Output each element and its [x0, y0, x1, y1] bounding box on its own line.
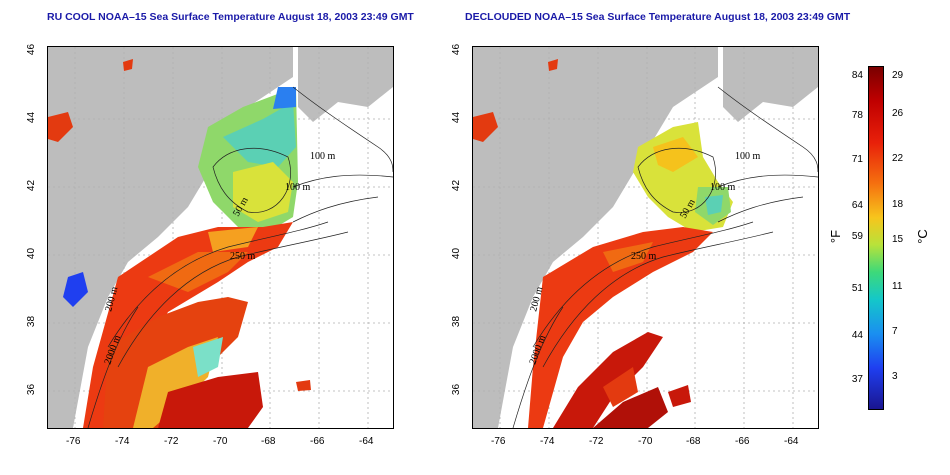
- y-tick-label: 42: [26, 179, 38, 192]
- y-tick-label: 46: [451, 43, 463, 56]
- y-tick-label: 36: [451, 383, 463, 396]
- y-tick-label: 44: [451, 111, 463, 124]
- bathymetry-contours: [87, 86, 393, 428]
- land-mass: [473, 47, 718, 428]
- x-tick-label: -74: [115, 436, 130, 447]
- y-tick-label: 46: [26, 43, 38, 56]
- contour-label: 250 m: [631, 251, 657, 262]
- x-tick-label: -76: [66, 436, 81, 447]
- left-sst-map: 100 m 100 m 50 m 250 m 200 m 2000 m: [47, 46, 394, 429]
- left-map-title: RU COOL NOAA–15 Sea Surface Temperature …: [47, 11, 414, 23]
- colorbar-f-tick: 64: [851, 200, 863, 211]
- x-tick-label: -74: [540, 436, 555, 447]
- right-sst-map: 100 m 100 m 50 m 250 m 200 m 2000 m: [472, 46, 819, 429]
- colorbar-f-tick: 78: [851, 110, 863, 121]
- y-tick-label: 38: [26, 315, 38, 328]
- contour-label: 100 m: [285, 182, 311, 193]
- sst-warm-shelf: [528, 227, 713, 428]
- y-tick-label: 40: [451, 247, 463, 260]
- x-tick-label: -64: [784, 436, 799, 447]
- contour-label: 100 m: [310, 151, 336, 162]
- colorbar-c-tick: 18: [892, 199, 904, 210]
- colorbar-c-tick: 29: [892, 70, 904, 81]
- colorbar-c-tick: 15: [892, 234, 904, 245]
- colorbar-c-tick: 22: [892, 153, 904, 164]
- contour-label: 250 m: [230, 251, 256, 262]
- bathymetry-contours: [512, 86, 818, 428]
- land-mass: [48, 47, 293, 428]
- colorbar-c-tick: 26: [892, 108, 904, 119]
- colorbar-f-tick: 59: [851, 231, 863, 242]
- colorbar-f-tick: 37: [851, 374, 863, 385]
- colorbar-f-tick: 84: [851, 70, 863, 81]
- fahrenheit-unit-label: °F: [828, 229, 844, 244]
- x-tick-label: -64: [359, 436, 374, 447]
- right-map-title: DECLOUDED NOAA–15 Sea Surface Temperatur…: [465, 11, 851, 23]
- colorbar-c-tick: 3: [892, 371, 898, 382]
- temperature-colorbar: [868, 66, 884, 410]
- x-tick-label: -66: [310, 436, 325, 447]
- colorbar-f-tick: 44: [851, 330, 863, 341]
- sst-gulf-stream: [553, 332, 663, 428]
- colorbar-f-tick: 71: [851, 154, 863, 165]
- y-tick-label: 40: [26, 247, 38, 260]
- y-tick-label: 44: [26, 111, 38, 124]
- celsius-unit-label: °C: [914, 229, 930, 244]
- x-tick-label: -72: [164, 436, 179, 447]
- land-mass-nova-scotia: [723, 47, 818, 122]
- left-map-canvas: 100 m 100 m 50 m 250 m 200 m 2000 m: [48, 47, 393, 428]
- x-tick-label: -68: [261, 436, 276, 447]
- x-tick-label: -72: [589, 436, 604, 447]
- y-tick-label: 38: [451, 315, 463, 328]
- x-tick-label: -70: [638, 436, 653, 447]
- land-mass-nova-scotia: [298, 47, 393, 122]
- x-tick-label: -66: [735, 436, 750, 447]
- contour-label: 100 m: [735, 151, 761, 162]
- x-tick-label: -70: [213, 436, 228, 447]
- y-tick-label: 42: [451, 179, 463, 192]
- colorbar-c-tick: 11: [892, 281, 903, 292]
- x-tick-label: -68: [686, 436, 701, 447]
- x-tick-label: -76: [491, 436, 506, 447]
- contour-label: 100 m: [710, 182, 736, 193]
- right-map-canvas: 100 m 100 m 50 m 250 m 200 m 2000 m: [473, 47, 818, 428]
- colorbar-c-tick: 7: [892, 326, 898, 337]
- colorbar-f-tick: 51: [851, 283, 863, 294]
- y-tick-label: 36: [26, 383, 38, 396]
